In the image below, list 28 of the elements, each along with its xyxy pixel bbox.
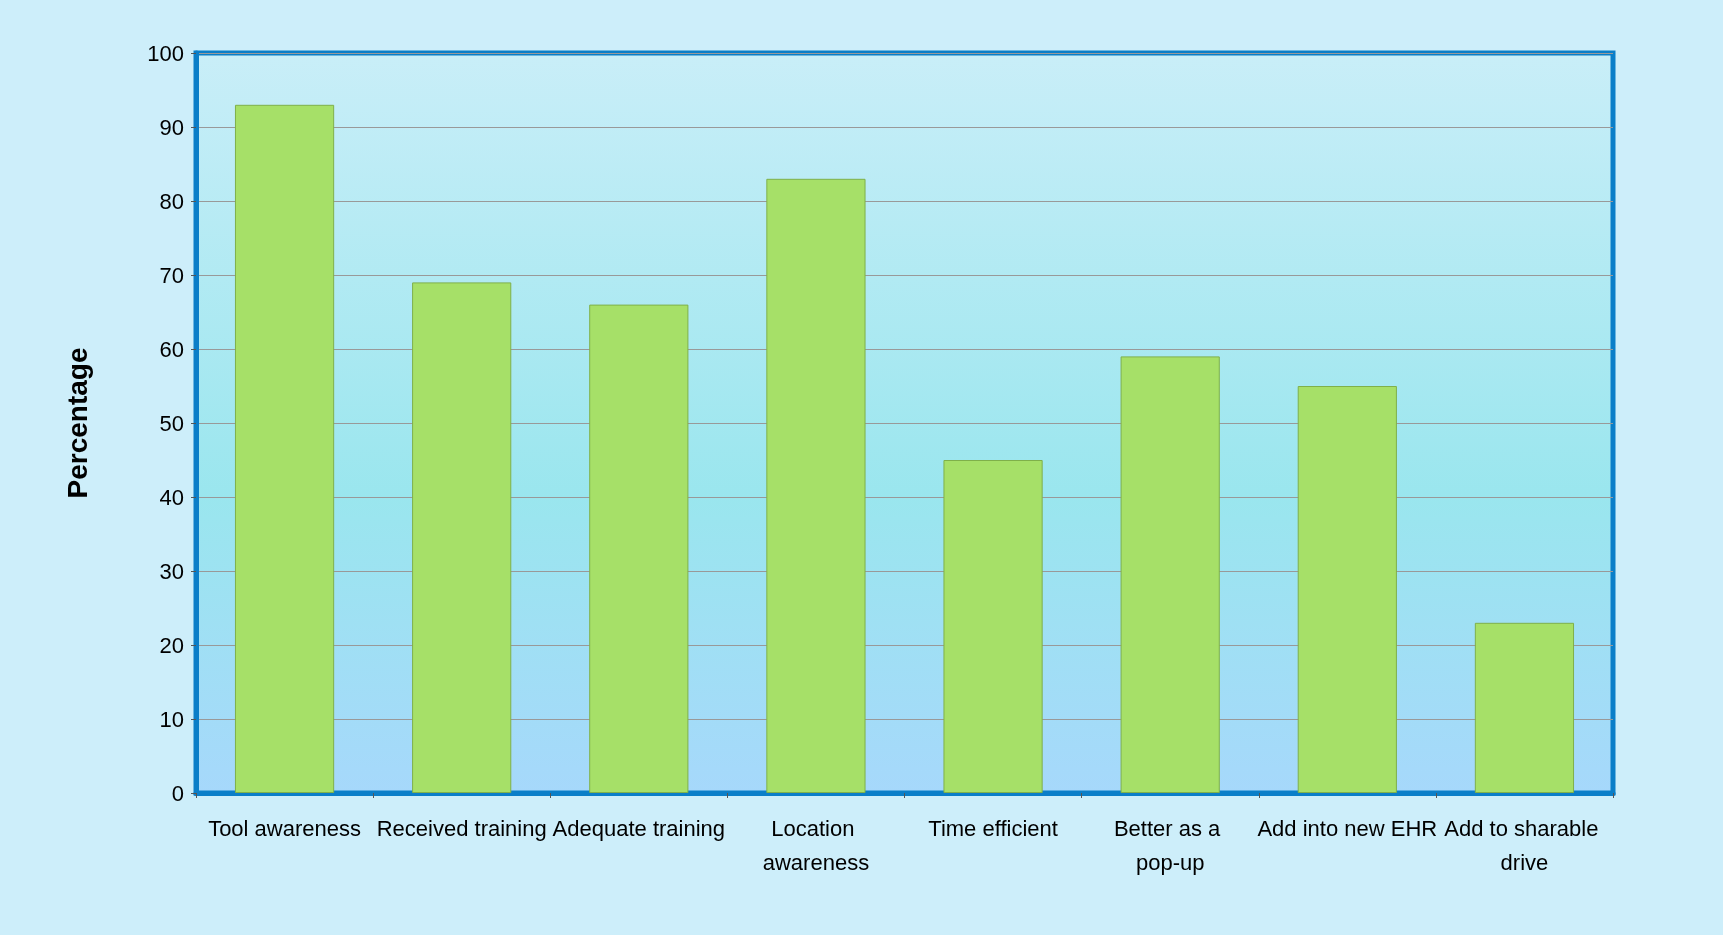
y-tick-label: 80 — [159, 188, 184, 214]
x-tick-label: Tool awareness — [208, 815, 361, 841]
bar — [943, 460, 1043, 793]
y-tick-label: 10 — [159, 706, 184, 732]
x-tick-label: Location awareness — [762, 815, 870, 875]
y-axis-title: Percentage — [61, 347, 93, 499]
bar — [234, 104, 335, 793]
y-tick-label: 30 — [159, 558, 184, 584]
x-tick-label: Time efficient — [928, 815, 1058, 841]
y-tick-label: 90 — [159, 114, 184, 140]
x-tick-label: Better as a pop-up — [1113, 815, 1227, 875]
x-tick-label: Add into new EHR — [1257, 815, 1438, 841]
bar — [1474, 622, 1575, 793]
bar — [766, 178, 866, 793]
bar — [1297, 386, 1397, 793]
y-tick-label: 50 — [159, 410, 184, 436]
bar — [589, 304, 689, 793]
x-tick-label: Received training — [376, 815, 547, 841]
bar — [1120, 356, 1220, 793]
y-tick-label: 20 — [159, 632, 184, 658]
x-tick-label: Adequate training — [552, 815, 726, 841]
bar — [412, 282, 512, 793]
y-tick-label: 100 — [147, 40, 184, 66]
y-tick-label: 70 — [159, 262, 184, 288]
y-tick-label: 40 — [159, 484, 184, 510]
y-tick-label: 0 — [171, 780, 184, 806]
x-tick-label: Add to sharable drive — [1444, 815, 1605, 875]
y-tick-label: 60 — [159, 336, 184, 362]
